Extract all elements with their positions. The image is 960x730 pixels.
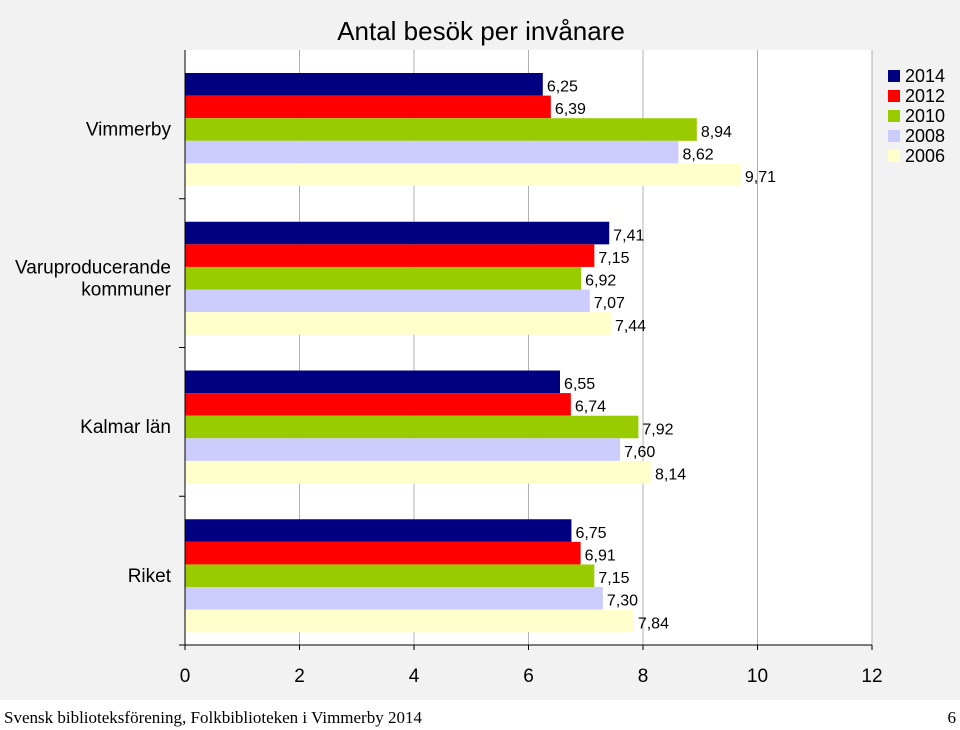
- bar-kalmar-län-2008: [185, 438, 621, 461]
- bar-vimmerby-2010: [185, 118, 697, 141]
- data-label: 7,15: [598, 570, 629, 587]
- legend-swatch-2008: [888, 130, 900, 142]
- legend-swatch-2006: [888, 150, 900, 162]
- chart-title: Antal besök per invånare: [337, 16, 625, 46]
- category-label: Vimmerby: [86, 120, 172, 141]
- bar-kalmar-län-2014: [185, 370, 560, 394]
- bar-vimmerby-2006: [185, 163, 741, 186]
- data-label: 7,07: [594, 295, 625, 312]
- x-tick-label: 0: [180, 666, 191, 687]
- x-tick-label: 8: [638, 666, 649, 687]
- category-label: Varuproducerande: [15, 257, 171, 278]
- legend-label: 2010: [905, 106, 945, 126]
- bar-kalmar-län-2012: [185, 393, 571, 416]
- bar-riket-2008: [185, 587, 603, 610]
- bar-varuproducerande-kommuner-2008: [185, 289, 590, 313]
- data-label: 6,92: [585, 273, 616, 290]
- bar-riket-2014: [185, 519, 572, 542]
- legend-swatch-2010: [888, 110, 900, 122]
- legend-label: 2012: [905, 86, 945, 106]
- data-label: 7,41: [613, 227, 644, 244]
- footer: Svensk biblioteksförening, Folkbibliotek…: [0, 700, 960, 730]
- bar-varuproducerande-kommuner-2010: [185, 266, 582, 290]
- category-label: kommuner: [81, 279, 171, 300]
- data-label: 8,94: [701, 124, 732, 141]
- bar-varuproducerande-kommuner-2012: [185, 244, 595, 267]
- footer-source: Svensk biblioteksförening, Folkbibliotek…: [4, 708, 422, 727]
- data-label: 7,44: [615, 318, 646, 335]
- legend-label: 2006: [905, 146, 945, 166]
- data-label: 7,15: [598, 250, 629, 267]
- bar-kalmar-län-2010: [185, 415, 639, 439]
- bar-riket-2010: [185, 564, 595, 588]
- chart-panel: Antal besök per invånare 6,25 6,39 8,94 8,62…: [0, 0, 960, 700]
- bar-chart: Antal besök per invånare 6,25 6,39 8,94 8,62…: [15, 16, 945, 687]
- data-label: 7,92: [642, 421, 673, 438]
- bar-vimmerby-2012: [185, 95, 551, 119]
- legend-swatch-2014: [888, 70, 900, 82]
- legend-label: 2014: [905, 66, 945, 86]
- data-label: 7,30: [607, 593, 638, 610]
- data-label: 8,62: [682, 146, 713, 163]
- x-tick-label: 4: [409, 666, 420, 687]
- page-number: 6: [947, 708, 957, 727]
- category-label: Riket: [128, 566, 172, 587]
- legend-swatch-2012: [888, 90, 900, 102]
- bar-riket-2006: [185, 609, 634, 633]
- data-label: 9,71: [745, 169, 776, 186]
- x-tick-label: 2: [294, 666, 305, 687]
- data-label: 8,14: [655, 467, 686, 484]
- bar-vimmerby-2008: [185, 140, 679, 164]
- data-label: 6,55: [564, 376, 595, 393]
- bar-varuproducerande-kommuner-2006: [185, 312, 611, 335]
- bar-varuproducerande-kommuner-2014: [185, 221, 610, 245]
- bar-kalmar-län-2006: [185, 460, 652, 484]
- x-tick-label: 10: [747, 666, 768, 687]
- data-label: 6,91: [585, 547, 616, 564]
- data-label: 7,60: [624, 444, 655, 461]
- legend-label: 2008: [905, 126, 945, 146]
- bar-riket-2012: [185, 541, 581, 565]
- data-label: 6,75: [575, 525, 606, 542]
- bar-vimmerby-2014: [185, 73, 543, 96]
- x-tick-label: 12: [861, 666, 882, 687]
- data-label: 6,25: [547, 79, 578, 96]
- data-label: 7,84: [638, 615, 669, 632]
- data-label: 6,74: [575, 399, 606, 416]
- category-label: Kalmar län: [80, 417, 171, 438]
- x-tick-label: 6: [523, 666, 534, 687]
- data-label: 6,39: [555, 101, 586, 118]
